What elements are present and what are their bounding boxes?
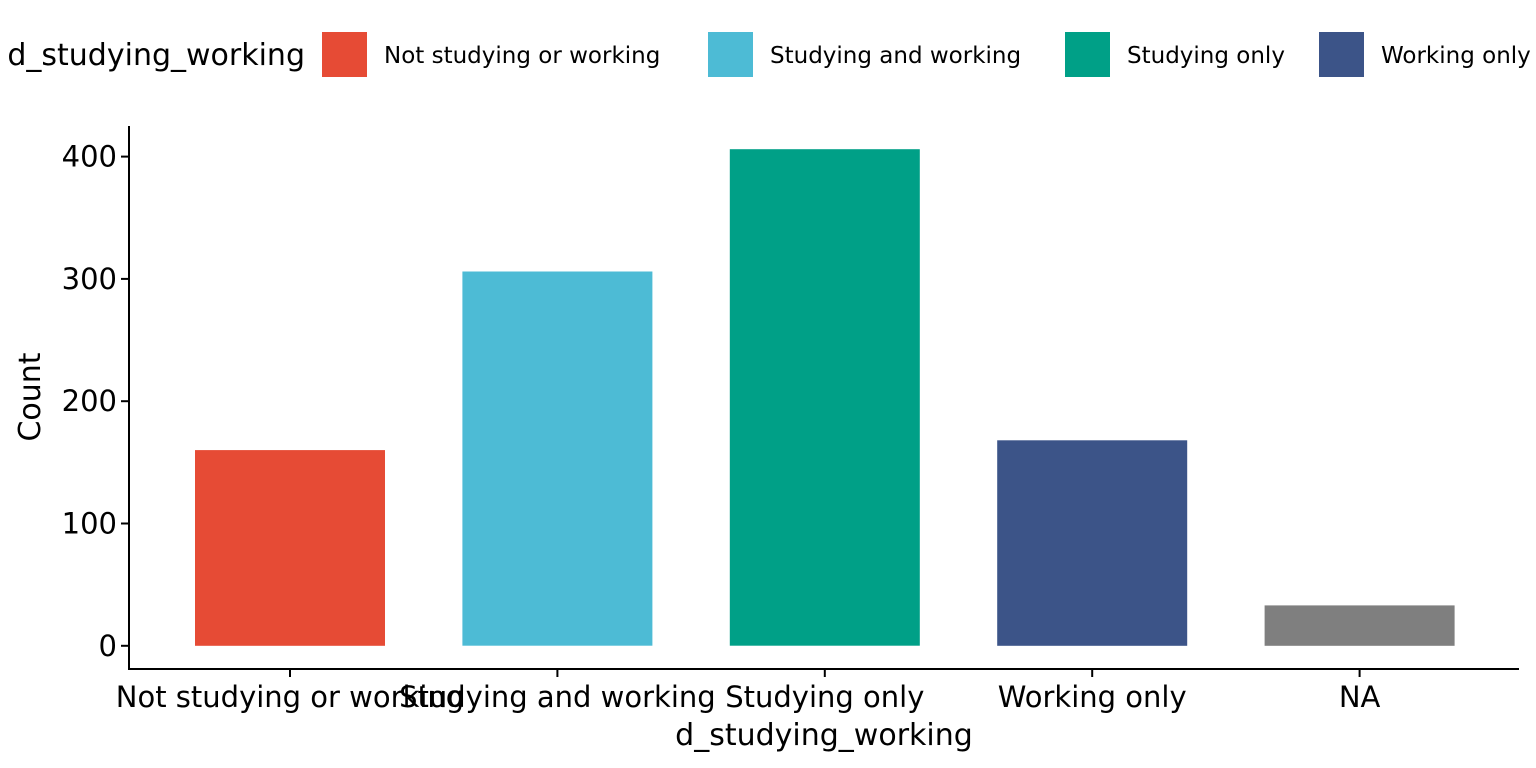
x-tick-label-1: Studying and working: [399, 680, 716, 714]
legend-label-1: Studying and working: [770, 43, 1021, 69]
y-axis-title: Count: [13, 352, 48, 441]
y-tick-label-4: 400: [62, 140, 117, 174]
x-tick-label-2: Studying only: [725, 680, 924, 714]
y-tick-label-1: 100: [62, 507, 117, 541]
legend-swatch-0: [322, 32, 367, 77]
bar-2: [729, 149, 920, 646]
legend-label-2: Studying only: [1127, 43, 1285, 69]
x-tick-label-4: NA: [1339, 680, 1381, 714]
x-tick-label-3: Working only: [998, 680, 1187, 714]
legend-title: d_studying_working: [7, 38, 305, 73]
bar-1: [462, 271, 653, 646]
legend-label-0: Not studying or working: [384, 43, 660, 69]
y-tick-label-3: 300: [62, 262, 117, 296]
legend-label-3: Working only: [1381, 43, 1531, 69]
legend-swatch-3: [1319, 32, 1364, 77]
y-tick-label-0: 0: [99, 629, 117, 663]
legend-swatch-1: [708, 32, 753, 77]
bar-0: [195, 450, 385, 646]
legend: d_studying_working Not studying or worki…: [7, 32, 1531, 77]
y-tick-label-2: 200: [62, 384, 117, 418]
x-tick-label-0: Not studying or working: [116, 680, 464, 714]
bar-3: [997, 440, 1188, 646]
bar-4: [1264, 605, 1455, 646]
x-axis-title: d_studying_working: [675, 718, 973, 753]
legend-swatch-2: [1065, 32, 1110, 77]
